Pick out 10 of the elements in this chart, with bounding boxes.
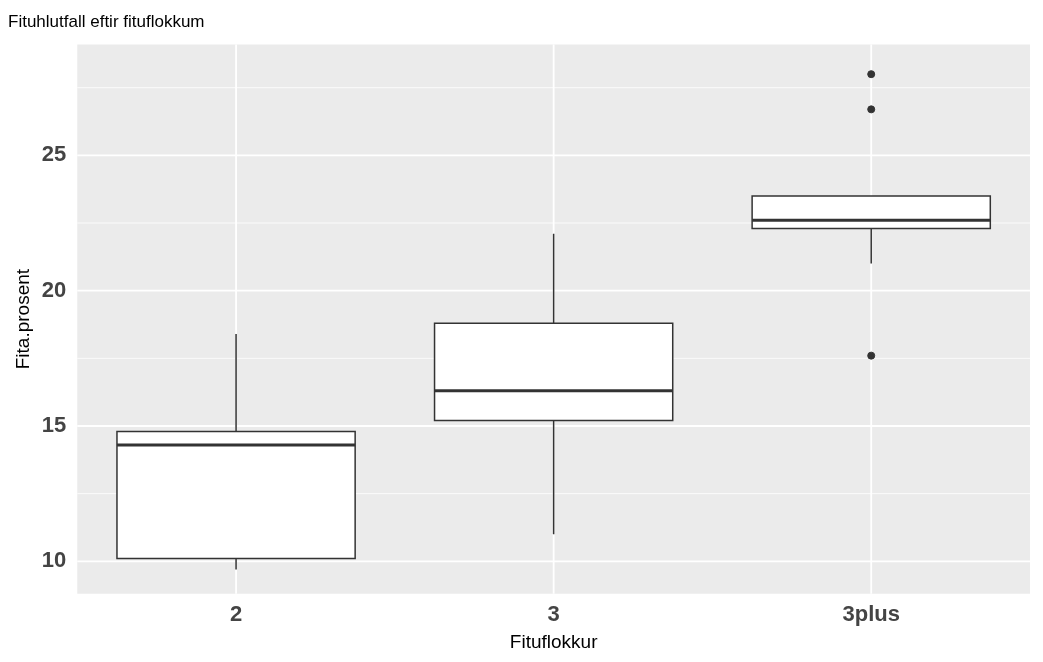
y-tick-label: 10: [41, 547, 67, 573]
y-tick-label: 25: [41, 141, 67, 167]
x-tick-label: 3: [547, 601, 560, 627]
x-axis-title: Fituflokkur: [509, 630, 599, 652]
y-tick-label: 20: [41, 276, 67, 302]
x-tick-label: 3plus: [842, 601, 900, 627]
x-tick-label: 2: [229, 601, 243, 627]
y-axis-title: Fita.prosent: [11, 268, 33, 370]
y-tick-label: 15: [41, 412, 67, 438]
chart-title: Fituhlutfall eftir fituflokkum: [8, 11, 205, 31]
